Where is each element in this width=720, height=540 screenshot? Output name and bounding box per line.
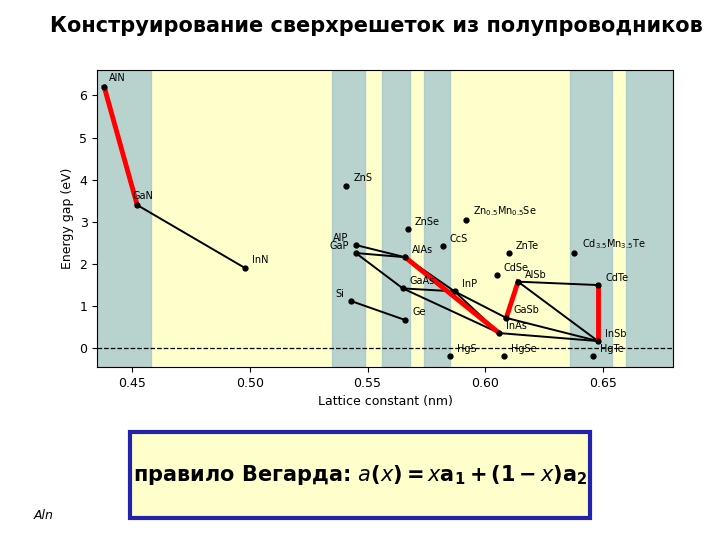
- Bar: [97, 70, 151, 367]
- Text: HgTe: HgTe: [600, 344, 624, 354]
- Bar: [333, 70, 365, 367]
- Text: ZnSe: ZnSe: [415, 217, 440, 227]
- Bar: [382, 70, 410, 367]
- Text: InN: InN: [253, 255, 269, 265]
- Text: AlP: AlP: [333, 233, 348, 242]
- Text: AlAs: AlAs: [413, 245, 433, 255]
- FancyBboxPatch shape: [130, 432, 590, 518]
- Text: Конструирование сверхрешеток из полупроводников: Конструирование сверхрешеток из полупров…: [50, 16, 703, 36]
- Text: AlSb: AlSb: [525, 269, 546, 280]
- Text: HgSe: HgSe: [511, 344, 536, 354]
- Bar: [424, 70, 450, 367]
- Text: AlN: AlN: [109, 73, 126, 83]
- Text: Aln: Aln: [33, 509, 53, 522]
- Bar: [570, 70, 612, 367]
- Text: InAs: InAs: [506, 321, 527, 330]
- Text: GaSb: GaSb: [513, 306, 539, 315]
- Text: ZnTe: ZnTe: [516, 241, 539, 251]
- Text: CdSe: CdSe: [504, 263, 529, 273]
- Text: CdTe: CdTe: [605, 273, 628, 283]
- Text: ZnS: ZnS: [354, 173, 372, 183]
- Text: CcS: CcS: [450, 234, 468, 244]
- Text: Ge: Ge: [413, 307, 426, 318]
- X-axis label: Lattice constant (nm): Lattice constant (nm): [318, 395, 453, 408]
- Text: Zn$_{0.5}$Mn$_{0.5}$Se: Zn$_{0.5}$Mn$_{0.5}$Se: [473, 204, 537, 218]
- Text: Cd$_{3.5}$Mn$_{3.5}$Te: Cd$_{3.5}$Mn$_{3.5}$Te: [582, 237, 645, 251]
- Bar: [626, 70, 673, 367]
- Text: HgS: HgS: [457, 344, 477, 354]
- Y-axis label: Energy gap (eV): Energy gap (eV): [61, 168, 74, 269]
- Text: GaN: GaN: [132, 191, 153, 201]
- Text: InSb: InSb: [605, 329, 626, 339]
- Text: GaP: GaP: [329, 240, 348, 251]
- Text: правило Вегарда: $\mathbf{\mathit{a}(\mathit{x}) = \mathit{x}a_1 + (1 - \mathit{: правило Вегарда: $\mathbf{\mathit{a}(\ma…: [132, 463, 588, 487]
- Text: Si: Si: [336, 288, 344, 299]
- Text: InP: InP: [462, 279, 477, 289]
- Text: GaAs: GaAs: [410, 276, 435, 286]
